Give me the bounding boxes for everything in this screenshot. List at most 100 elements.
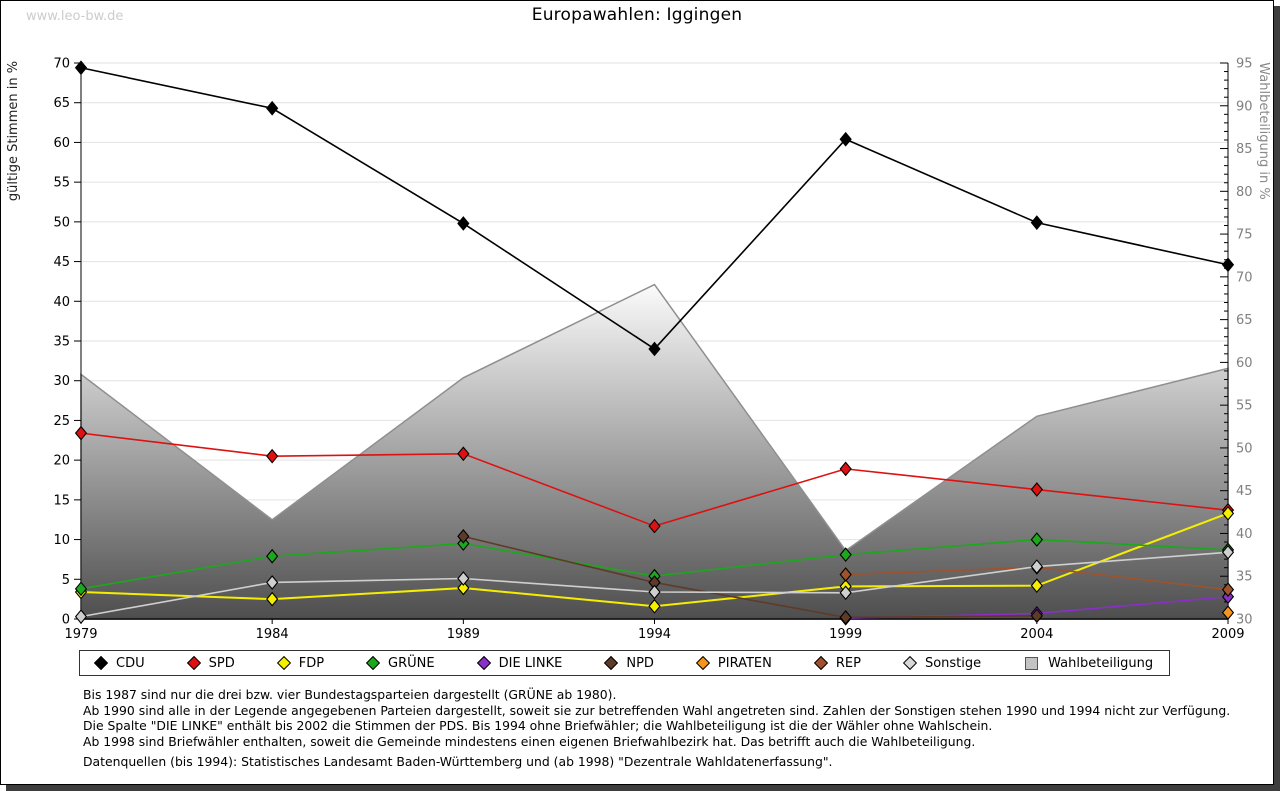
series-marker-Sonstige bbox=[1030, 559, 1043, 574]
party-legend-diamond bbox=[276, 655, 291, 671]
series-marker-GRÜNE bbox=[839, 547, 852, 563]
footnote-line: Bis 1987 sind nur die drei bzw. vier Bun… bbox=[83, 687, 617, 702]
axis-tick-label: 75 bbox=[1236, 228, 1253, 243]
legend-label: CDU bbox=[116, 655, 145, 671]
axis-tick-label: 1999 bbox=[829, 627, 862, 642]
axis-tick-label: 15 bbox=[53, 493, 70, 508]
legend-item-grüne: GRÜNE bbox=[365, 655, 435, 671]
series-marker-CDU bbox=[648, 341, 661, 357]
axis-tick-label: 50 bbox=[1236, 441, 1253, 456]
axis-tick-label: 40 bbox=[53, 295, 70, 310]
party-legend-diamond bbox=[813, 655, 828, 671]
legend-label: FDP bbox=[298, 655, 325, 671]
series-marker-NPD bbox=[839, 610, 852, 625]
data-source-note: Datenquellen (bis 1994): Statistisches L… bbox=[83, 754, 833, 769]
legend-item-cdu: CDU bbox=[93, 655, 145, 671]
legend-item-npd: NPD bbox=[604, 655, 654, 671]
legend-label: REP bbox=[835, 655, 861, 671]
axis-tick-label: 65 bbox=[1236, 313, 1253, 328]
series-marker-Sonstige bbox=[457, 571, 470, 586]
series-marker-REP bbox=[1221, 582, 1235, 597]
axis-tick-label: 20 bbox=[53, 454, 70, 469]
series-marker-SPD bbox=[1030, 482, 1043, 497]
axis-tick-label: 35 bbox=[53, 335, 70, 350]
axis-tick-label: 80 bbox=[1236, 185, 1253, 200]
legend-label: Sonstige bbox=[924, 655, 982, 671]
axis-tick-label: 45 bbox=[53, 255, 70, 270]
series-marker-SPD bbox=[648, 518, 661, 534]
axis-tick-label: 2009 bbox=[1211, 627, 1244, 642]
series-marker-NPD bbox=[1030, 608, 1043, 624]
axis-tick-label: 0 bbox=[62, 613, 70, 628]
series-marker-CDU bbox=[457, 216, 470, 231]
axis-tick-label: 35 bbox=[1236, 570, 1253, 585]
series-marker-Sonstige bbox=[1221, 544, 1235, 560]
legend-label: GRÜNE bbox=[388, 655, 435, 671]
axis-tick-label: 60 bbox=[53, 136, 70, 151]
axis-tick-label: 1994 bbox=[638, 627, 671, 642]
series-marker-Sonstige bbox=[648, 584, 661, 600]
footnote-line: Ab 1990 sind alle in der Legende angegeb… bbox=[83, 702, 1231, 718]
axis-tick-label: 30 bbox=[1236, 613, 1253, 628]
legend-label: SPD bbox=[208, 655, 235, 671]
series-line-NPD bbox=[463, 535, 1037, 619]
legend-item-piraten: PIRATEN bbox=[695, 655, 772, 671]
axis-tick-label: 90 bbox=[1236, 99, 1253, 114]
axis-tick-label: 55 bbox=[53, 176, 70, 191]
series-marker-CDU bbox=[266, 100, 279, 116]
legend-item-rep: REP bbox=[813, 655, 861, 671]
series-marker-FDP bbox=[648, 598, 661, 614]
watermark-link[interactable]: www.leo-bw.de bbox=[26, 9, 124, 24]
series-marker-FDP bbox=[266, 591, 279, 607]
legend-label: NPD bbox=[626, 655, 654, 671]
axis-tick-label: 45 bbox=[1236, 484, 1253, 499]
chart-footnotes: Bis 1987 sind nur die drei bzw. vier Bun… bbox=[83, 687, 1230, 749]
series-marker-CDU bbox=[1030, 215, 1043, 231]
axis-tick-label: 60 bbox=[1236, 356, 1253, 371]
legend-label: PIRATEN bbox=[717, 655, 772, 671]
election-line-chart: 0 5 10 15 20 25 30 35 40 45 50 55 60 65 70 30 35 40 45 50 55… bbox=[6, 57, 1271, 643]
series-marker-Sonstige bbox=[74, 609, 88, 624]
axis-tick-label: 40 bbox=[1236, 527, 1253, 542]
left-axis-title: gültige Stimmen in % bbox=[6, 61, 21, 201]
legend-item-spd: SPD bbox=[186, 655, 235, 671]
series-marker-REP bbox=[839, 567, 852, 582]
axis-tick-label: 70 bbox=[1236, 270, 1253, 285]
chart-title: Europawahlen: Iggingen bbox=[531, 5, 743, 25]
party-legend-diamond bbox=[695, 655, 710, 671]
series-marker-NPD bbox=[457, 529, 470, 544]
series-marker-PIRATEN bbox=[1221, 605, 1235, 621]
party-legend-diamond bbox=[93, 655, 109, 671]
series-marker-SPD bbox=[74, 425, 88, 441]
axis-tick-label: 70 bbox=[53, 57, 70, 72]
axis-tick-label: 50 bbox=[53, 215, 70, 230]
axis-tick-label: 25 bbox=[53, 414, 70, 429]
right-axis-title: Wahlbeteiligung in % bbox=[1256, 62, 1271, 199]
series-marker-GRÜNE bbox=[266, 548, 279, 564]
series-marker-SPD bbox=[266, 448, 279, 464]
axis-tick-label: 1979 bbox=[64, 627, 97, 642]
footnote-line: Die Spalte "DIE LINKE" enthält bis 2002 … bbox=[83, 718, 993, 734]
turnout-legend-swatch bbox=[1025, 656, 1039, 670]
party-legend-diamond bbox=[186, 655, 201, 671]
series-marker-GRÜNE bbox=[1030, 532, 1043, 547]
series-marker-SPD bbox=[839, 461, 852, 477]
axis-tick-label: 5 bbox=[62, 573, 70, 588]
axis-tick-label: 10 bbox=[53, 533, 70, 548]
series-marker-FDP bbox=[457, 580, 470, 596]
series-marker-CDU bbox=[839, 131, 852, 147]
axis-tick-label: 55 bbox=[1236, 399, 1253, 414]
party-legend-diamond bbox=[902, 655, 918, 671]
legend-item-wahlbeteiligung: Wahlbeteiligung bbox=[1025, 656, 1153, 671]
axis-tick-label: 30 bbox=[53, 374, 70, 389]
footnote-line: Ab 1998 sind Briefwähler enthalten, sowe… bbox=[83, 733, 976, 749]
party-legend-diamond bbox=[476, 655, 491, 671]
series-marker-GRÜNE bbox=[74, 581, 88, 597]
series-marker-FDP bbox=[1030, 578, 1043, 594]
legend-label: Wahlbeteiligung bbox=[1048, 655, 1154, 671]
series-marker-CDU bbox=[1221, 257, 1235, 273]
axis-tick-label: 1989 bbox=[447, 627, 480, 642]
legend-item-sonstige: Sonstige bbox=[902, 655, 982, 671]
legend-item-die-linke: DIE LINKE bbox=[476, 655, 562, 671]
axis-tick-label: 2004 bbox=[1020, 627, 1053, 642]
